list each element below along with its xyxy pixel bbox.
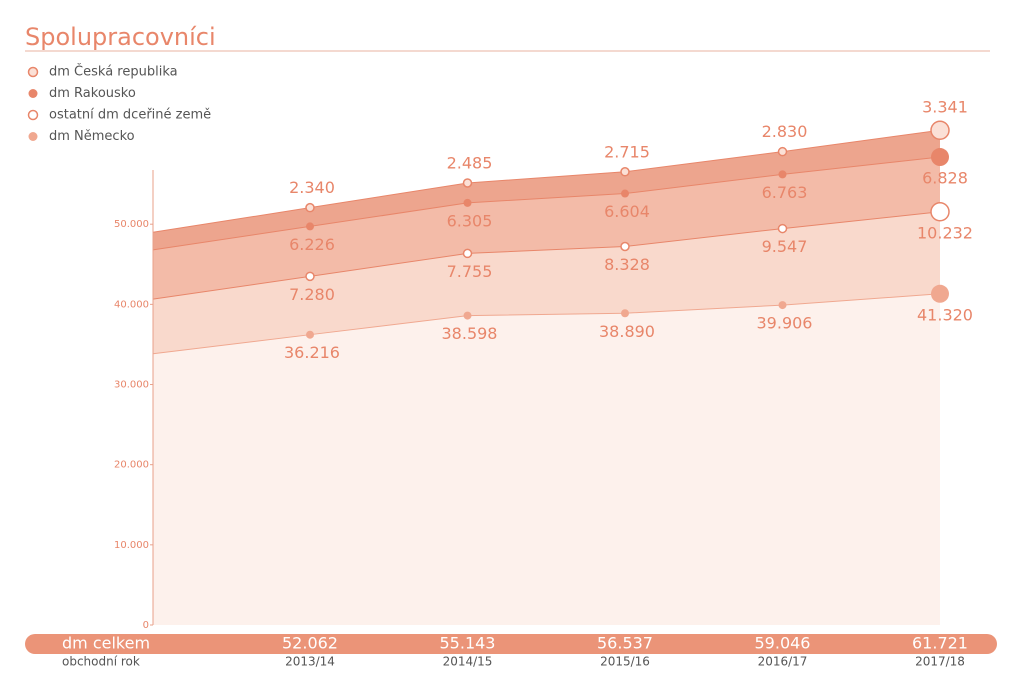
data-label: 8.328 — [604, 255, 650, 274]
x-tick-label: 2015/16 — [600, 655, 650, 669]
data-marker — [930, 120, 950, 140]
totals-bar — [25, 634, 997, 654]
data-label: 2.485 — [447, 153, 493, 172]
data-label: 7.755 — [447, 262, 493, 281]
chart-title: Spolupracovníci — [25, 23, 216, 51]
data-label: 6.604 — [604, 202, 650, 221]
data-marker — [463, 311, 472, 320]
legend-marker — [28, 89, 38, 98]
data-marker — [931, 284, 949, 303]
y-tick-label: 10.000 — [114, 540, 149, 551]
data-label: 36.216 — [284, 343, 340, 362]
area-fill — [153, 293, 940, 625]
data-marker — [462, 248, 473, 259]
data-marker — [620, 241, 630, 252]
area-edge — [152, 225, 311, 251]
data-label: 2.830 — [762, 122, 808, 141]
y-tick-label: 0 — [143, 620, 149, 631]
total-value: 55.143 — [440, 634, 496, 653]
x-tick-label: 2014/15 — [443, 655, 493, 669]
legend-label: ostatní dm dceřiné země — [49, 108, 211, 123]
y-tick-label: 20.000 — [114, 460, 149, 471]
area-edge — [152, 275, 311, 300]
data-label: 6.226 — [289, 235, 335, 254]
legend-marker — [28, 132, 38, 141]
data-marker — [462, 178, 473, 188]
legend-label: dm Česká republika — [49, 64, 178, 80]
data-label: 2.715 — [604, 142, 650, 161]
data-marker — [463, 198, 472, 207]
data-marker — [621, 309, 629, 318]
y-tick-label: 50.000 — [114, 219, 149, 230]
total-value: 61.721 — [912, 634, 968, 653]
legend-marker — [27, 109, 39, 121]
area-fill — [153, 211, 940, 354]
data-label: 6.763 — [762, 183, 808, 202]
area-fill — [153, 157, 940, 300]
data-label: 9.547 — [762, 237, 808, 256]
area-edge — [152, 207, 311, 233]
total-value: 59.046 — [755, 634, 811, 653]
data-marker — [777, 223, 788, 234]
data-marker — [621, 189, 629, 198]
data-marker — [778, 170, 787, 179]
data-label: 7.280 — [289, 285, 335, 304]
data-marker — [620, 167, 630, 177]
data-marker — [305, 202, 315, 213]
data-marker — [306, 330, 314, 339]
data-label: 41.320 — [917, 305, 973, 324]
data-label: 38.598 — [442, 324, 498, 343]
total-value: 52.062 — [282, 634, 338, 653]
data-label: 38.890 — [599, 322, 655, 341]
data-marker — [305, 271, 315, 282]
x-axis-label: obchodní rok — [62, 655, 140, 669]
data-label: 39.906 — [757, 314, 813, 333]
x-tick-label: 2013/14 — [285, 655, 335, 669]
x-tick-label: 2016/17 — [758, 655, 808, 669]
total-value: 56.537 — [597, 634, 653, 653]
data-label: 6.305 — [447, 211, 493, 230]
data-label: 6.828 — [922, 169, 968, 188]
y-tick-label: 40.000 — [114, 299, 149, 310]
area-fill — [153, 130, 940, 250]
data-marker — [778, 301, 787, 310]
data-marker — [306, 222, 314, 231]
data-label: 10.232 — [917, 223, 973, 242]
legend-marker — [27, 66, 39, 78]
area-edge — [152, 334, 311, 355]
data-label: 3.341 — [922, 98, 968, 117]
x-tick-label: 2017/18 — [915, 655, 965, 669]
data-label: 2.340 — [289, 178, 335, 197]
legend-label: dm Rakousko — [49, 86, 136, 101]
data-marker — [930, 202, 950, 222]
legend-label: dm Německo — [49, 129, 135, 144]
data-marker — [931, 148, 949, 167]
data-marker — [777, 146, 788, 157]
totals-label: dm celkem — [62, 634, 150, 653]
y-tick-label: 30.000 — [114, 380, 149, 391]
